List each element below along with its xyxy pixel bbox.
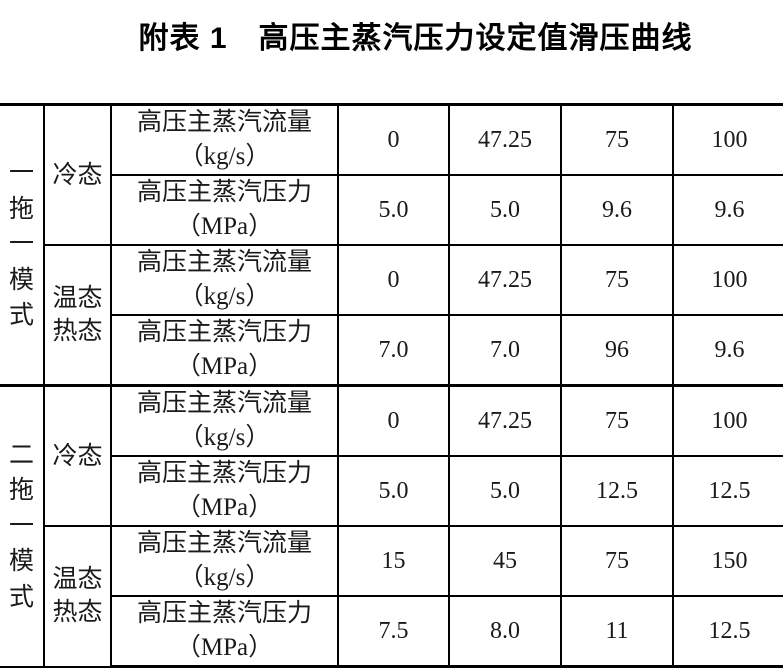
metric-cell: 高压主蒸汽压力 （MPa） xyxy=(110,314,339,387)
value-cell: 100 xyxy=(672,384,783,457)
metric-cell: 高压主蒸汽压力 （MPa） xyxy=(110,455,339,527)
table-row: 高压主蒸汽压力 （MPa） 5.0 5.0 9.6 9.6 xyxy=(0,174,783,246)
value-cell: 0 xyxy=(337,384,450,457)
metric-unit: （kg/s） xyxy=(178,283,271,310)
table-row: 二拖一模式 冷态 高压主蒸汽流量 （kg/s） 0 47.25 75 100 xyxy=(0,384,783,668)
state-label-line1: 温态 xyxy=(52,285,103,312)
value-cell: 47.25 xyxy=(448,244,562,316)
value-cell: 9.6 xyxy=(560,174,674,246)
metric-unit: （MPa） xyxy=(175,213,274,240)
metric-unit: （MPa） xyxy=(175,353,274,380)
value-cell: 5.0 xyxy=(448,455,562,527)
value-cell: 5.0 xyxy=(448,174,562,246)
table-crop-container: 一拖一模式 冷态 高压主蒸汽流量 （kg/s） 0 47.25 75 100 xyxy=(0,103,783,668)
metric-unit: （MPa） xyxy=(175,634,274,661)
value-cell: 7.0 xyxy=(448,314,562,387)
value-cell: 96 xyxy=(560,314,674,387)
value-cell: 7.5 xyxy=(337,595,450,668)
value-cell: 12.5 xyxy=(672,455,783,527)
table-row: 温态 热态 高压主蒸汽流量 （kg/s） 15 45 75 150 xyxy=(0,525,783,668)
metric-cell: 高压主蒸汽压力 （MPa） xyxy=(110,174,339,246)
table-row: 高压主蒸汽压力 （MPa） 5.0 5.0 12.5 12.5 xyxy=(0,455,783,527)
value-cell: 15 xyxy=(337,525,450,597)
mode-header-cell: 一拖一模式 xyxy=(0,103,45,387)
mode-header-cell: 二拖一模式 xyxy=(0,384,45,668)
value-cell: 75 xyxy=(560,244,674,316)
state-label-line1: 冷态 xyxy=(52,161,103,189)
pressure-setpoint-table: 一拖一模式 冷态 高压主蒸汽流量 （kg/s） 0 47.25 75 100 xyxy=(0,103,783,668)
metric-cell: 高压主蒸汽压力 （MPa） xyxy=(110,595,339,668)
value-cell: 75 xyxy=(560,103,674,176)
metric-name: 高压主蒸汽流量 xyxy=(136,530,312,557)
metric-cell: 高压主蒸汽流量 （kg/s） xyxy=(110,384,339,457)
state-cell: 冷态 xyxy=(43,103,112,246)
value-cell: 150 xyxy=(672,525,783,597)
metric-name: 高压主蒸汽压力 xyxy=(136,179,312,206)
value-cell: 9.6 xyxy=(672,174,783,246)
table-row: 一拖一模式 冷态 高压主蒸汽流量 （kg/s） 0 47.25 75 100 xyxy=(0,103,783,387)
metric-name: 高压主蒸汽压力 xyxy=(136,319,312,346)
table-row: 高压主蒸汽压力 （MPa） 7.0 7.0 96 9.6 xyxy=(0,314,783,387)
metric-cell: 高压主蒸汽流量 （kg/s） xyxy=(110,103,339,176)
value-cell: 45 xyxy=(448,525,562,597)
value-cell: 75 xyxy=(560,525,674,597)
state-cell: 温态 热态 xyxy=(43,244,112,387)
state-label-line1: 冷态 xyxy=(52,442,103,470)
metric-name: 高压主蒸汽流量 xyxy=(136,109,312,136)
metric-name: 高压主蒸汽流量 xyxy=(136,390,312,417)
value-cell: 7.0 xyxy=(337,314,450,387)
title-bar: 附表 1 高压主蒸汽压力设定值滑压曲线 xyxy=(0,0,783,103)
value-cell: 12.5 xyxy=(560,455,674,527)
metric-unit: （kg/s） xyxy=(178,424,271,451)
value-cell: 5.0 xyxy=(337,174,450,246)
mode-label: 二拖一模式 xyxy=(8,441,34,611)
metric-name: 高压主蒸汽压力 xyxy=(136,460,312,487)
state-label-line2: 热态 xyxy=(52,599,103,627)
mode-label: 一拖一模式 xyxy=(8,160,34,330)
table-row: 高压主蒸汽压力 （MPa） 7.5 8.0 11 12.5 xyxy=(0,595,783,668)
value-cell: 9.6 xyxy=(672,314,783,387)
state-label-line2: 热态 xyxy=(52,318,103,345)
value-cell: 0 xyxy=(337,244,450,316)
state-cell: 温态 热态 xyxy=(43,525,112,668)
table-row: 温态 热态 高压主蒸汽流量 （kg/s） 0 47.25 75 100 xyxy=(0,244,783,387)
metric-unit: （MPa） xyxy=(175,494,274,521)
value-cell: 5.0 xyxy=(337,455,450,527)
metric-unit: （kg/s） xyxy=(178,143,271,170)
metric-name: 高压主蒸汽压力 xyxy=(136,600,312,627)
value-cell: 0 xyxy=(337,103,450,176)
metric-cell: 高压主蒸汽流量 （kg/s） xyxy=(110,525,339,597)
value-cell: 75 xyxy=(560,384,674,457)
value-cell: 47.25 xyxy=(448,384,562,457)
state-cell: 冷态 xyxy=(43,384,112,527)
value-cell: 11 xyxy=(560,595,674,668)
value-cell: 100 xyxy=(672,244,783,316)
value-cell: 100 xyxy=(672,103,783,176)
metric-cell: 高压主蒸汽流量 （kg/s） xyxy=(110,244,339,316)
value-cell: 12.5 xyxy=(672,595,783,668)
metric-name: 高压主蒸汽流量 xyxy=(136,249,312,276)
page-title: 附表 1 高压主蒸汽压力设定值滑压曲线 xyxy=(138,22,693,55)
value-cell: 47.25 xyxy=(448,103,562,176)
value-cell: 8.0 xyxy=(448,595,562,668)
state-label-line1: 温态 xyxy=(52,566,103,594)
metric-unit: （kg/s） xyxy=(178,564,271,591)
